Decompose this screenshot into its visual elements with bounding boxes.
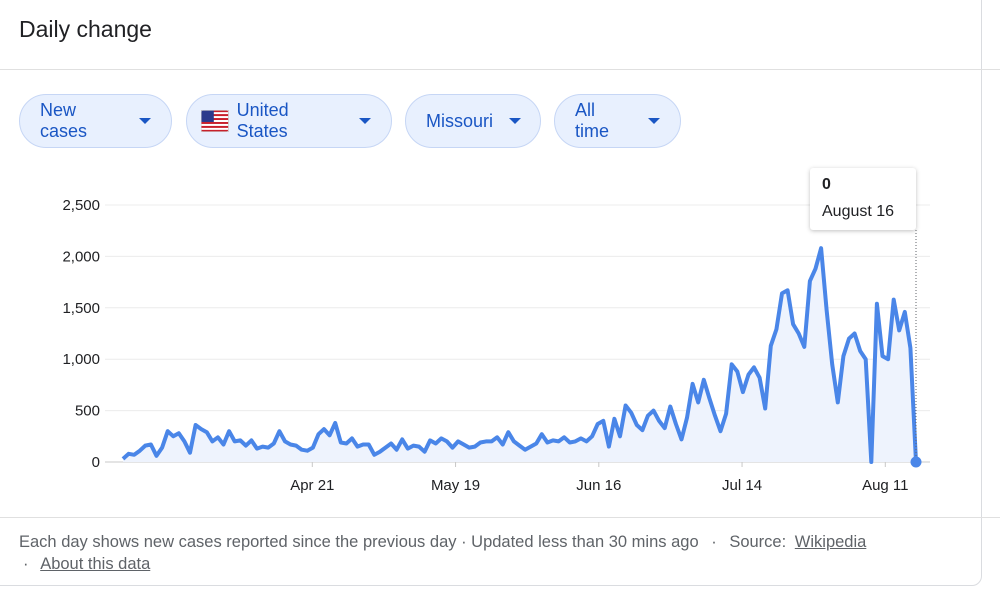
country-dropdown[interactable]: United States: [186, 94, 392, 148]
series-area: [123, 248, 916, 462]
chevron-down-icon: [509, 118, 522, 124]
y-tick-label: 2,000: [62, 248, 100, 265]
chevron-down-icon: [648, 118, 660, 124]
y-tick-label: 1,000: [62, 351, 100, 368]
x-tick-label: Aug 11: [862, 477, 908, 494]
region-dropdown-label: Missouri: [426, 110, 494, 131]
y-axis: 0 500 1,000 1,500 2,000 2,500: [62, 197, 100, 471]
y-tick-label: 0: [92, 454, 100, 471]
y-tick-label: 500: [75, 403, 100, 420]
source-label: Source:: [729, 533, 787, 551]
x-tick-label: Apr 21: [290, 477, 334, 494]
y-tick-label: 2,500: [62, 197, 100, 214]
series-line: [121, 246, 918, 464]
time-range-dropdown-label: All time: [575, 100, 610, 141]
card-title: Daily change: [19, 16, 152, 42]
header-divider: [0, 69, 1000, 70]
y-tick-label: 1,500: [62, 300, 100, 317]
daily-change-card: [0, 0, 982, 586]
footer-separator: ·: [711, 533, 717, 551]
x-tick-label: Jul 14: [722, 477, 762, 494]
hover-point: [910, 456, 922, 468]
us-flag-icon: [201, 110, 229, 132]
x-tick-label: May 19: [431, 477, 480, 494]
footer: Each day shows new cases reported since …: [19, 531, 959, 575]
tooltip-value: 0: [822, 176, 831, 193]
footer-divider: [0, 517, 1000, 518]
region-dropdown[interactable]: Missouri: [405, 94, 541, 148]
metric-dropdown-label: New cases: [40, 100, 88, 141]
x-tick-label: Jun 16: [576, 477, 621, 494]
footer-note: Each day shows new cases reported since …: [19, 533, 699, 551]
metric-dropdown[interactable]: New cases: [19, 94, 172, 148]
time-range-dropdown[interactable]: All time: [554, 94, 681, 148]
about-data-link[interactable]: About this data: [40, 555, 151, 573]
chart-tooltip: 0 August 16: [810, 168, 916, 230]
tooltip-date: August 16: [822, 203, 895, 220]
chevron-down-icon: [359, 118, 371, 124]
wikipedia-link[interactable]: Wikipedia: [794, 533, 867, 551]
footer-separator-2: ·: [23, 555, 29, 573]
chevron-down-icon: [139, 118, 151, 124]
x-axis: Apr 21 May 19 Jun 16 Jul 14 Aug 11: [290, 462, 909, 494]
country-dropdown-label: United States: [236, 100, 289, 141]
